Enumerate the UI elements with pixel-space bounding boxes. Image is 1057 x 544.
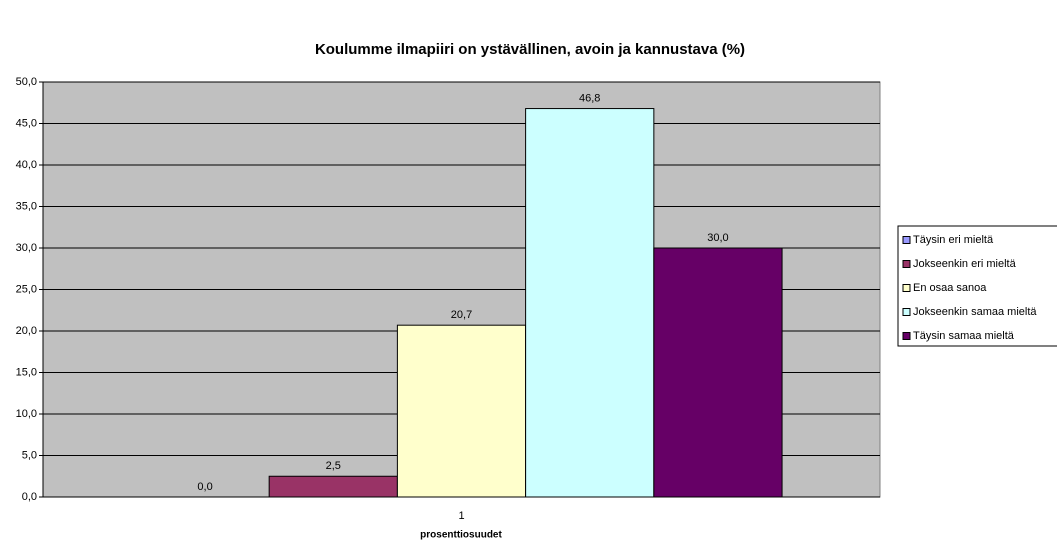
x-tick-label: 1 xyxy=(458,510,464,522)
bar xyxy=(525,108,655,498)
legend-swatch xyxy=(902,236,911,244)
y-tick-label: 40,0 xyxy=(16,159,37,171)
y-tick-label: 10,0 xyxy=(16,408,37,420)
legend-swatch xyxy=(902,332,911,340)
legend-label: Täysin samaa mieltä xyxy=(913,330,1015,342)
y-tick-label: 35,0 xyxy=(16,200,37,212)
data-label: 46,8 xyxy=(579,92,600,104)
bar xyxy=(396,324,527,498)
data-label: 30,0 xyxy=(707,232,728,244)
chart-title: Koulumme ilmapiiri on ystävällinen, avoi… xyxy=(315,41,745,58)
legend-swatch xyxy=(902,260,911,268)
legend-label: Täysin eri mieltä xyxy=(913,234,994,246)
bar xyxy=(653,247,783,498)
legend-label: En osaa sanoa xyxy=(913,282,987,294)
legend-box xyxy=(897,225,1057,347)
y-tick-label: 20,0 xyxy=(16,325,37,337)
x-axis-label: prosenttiosuudet xyxy=(420,530,502,541)
y-tick-label: 45,0 xyxy=(16,117,37,129)
y-tick-label: 25,0 xyxy=(16,283,37,295)
y-tick-label: 5,0 xyxy=(22,449,37,461)
legend-swatch xyxy=(902,308,911,316)
legend-label: Jokseenkin samaa mieltä xyxy=(913,306,1037,318)
y-tick-label: 15,0 xyxy=(16,366,37,378)
data-label: 0,0 xyxy=(197,481,212,493)
data-label: 2,5 xyxy=(326,460,341,472)
y-tick-label: 50,0 xyxy=(16,76,37,88)
y-tick-label: 30,0 xyxy=(16,242,37,254)
bar xyxy=(268,475,398,498)
y-tick-label: 0,0 xyxy=(22,491,37,503)
legend-swatch xyxy=(902,284,911,292)
legend-label: Jokseenkin eri mieltä xyxy=(913,258,1017,270)
data-label: 20,7 xyxy=(451,309,472,321)
